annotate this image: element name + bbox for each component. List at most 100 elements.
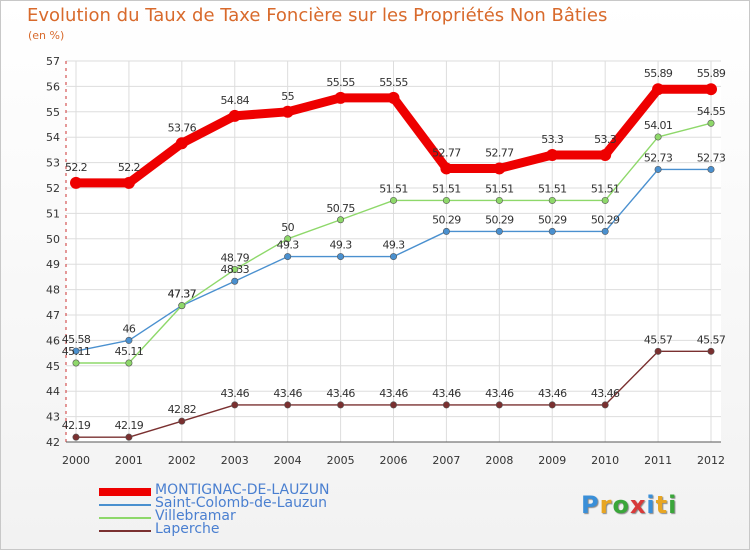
data-point: [654, 165, 662, 173]
x-tick-label: 2010: [591, 454, 619, 467]
data-point: [442, 227, 450, 235]
legend-label: Villebramar: [155, 508, 236, 524]
data-label: 47.37: [168, 288, 197, 301]
data-point: [389, 196, 397, 204]
data-label: 48.33: [221, 263, 250, 276]
data-point: [548, 196, 556, 204]
data-point: [231, 266, 239, 274]
data-point: [707, 165, 715, 173]
y-tick-label: 55: [46, 106, 60, 119]
y-tick-label: 43: [46, 411, 60, 424]
data-point: [654, 133, 662, 141]
data-label: 43.46: [273, 387, 302, 400]
y-tick-label: 46: [46, 334, 60, 347]
data-label: 43.46: [432, 387, 461, 400]
legend-item: Villebramar: [99, 508, 399, 524]
legend-label: MONTIGNAC-DE-LAUZUN: [155, 482, 330, 498]
data-label: 52.2: [118, 161, 140, 174]
data-label: 45.11: [115, 345, 144, 358]
data-label: 45.11: [62, 345, 91, 358]
y-tick-label: 47: [46, 309, 60, 322]
data-label: 49.3: [277, 239, 300, 252]
data-label: 54.01: [644, 119, 673, 132]
data-point: [442, 401, 450, 409]
data-label: 49.3: [330, 239, 353, 252]
data-label: 52.73: [644, 151, 673, 164]
data-label: 50.29: [432, 213, 461, 226]
data-point: [495, 227, 503, 235]
data-point: [495, 401, 503, 409]
legend-swatch: [99, 488, 151, 496]
data-label: 52.2: [65, 161, 87, 174]
x-tick-label: 2012: [697, 454, 725, 467]
y-tick-label: 44: [46, 385, 60, 398]
data-point: [228, 109, 241, 122]
data-label: 55.89: [644, 67, 673, 80]
x-tick-label: 2002: [168, 454, 196, 467]
data-label: 53.3: [541, 133, 564, 146]
data-point: [654, 347, 662, 355]
x-tick-label: 2006: [380, 454, 408, 467]
x-tick-label: 2000: [62, 454, 90, 467]
legend-item: MONTIGNAC-DE-LAUZUN: [99, 482, 399, 498]
data-point: [284, 253, 292, 261]
data-point: [125, 336, 133, 344]
legend-label: Laperche: [155, 521, 220, 537]
data-point: [337, 216, 345, 224]
y-tick-label: 52: [46, 182, 60, 195]
data-label: 43.46: [221, 387, 250, 400]
data-label: 42.19: [115, 419, 144, 432]
y-tick-label: 45: [46, 360, 60, 373]
data-label: 53.76: [168, 121, 197, 134]
x-tick-label: 2008: [485, 454, 513, 467]
data-point: [125, 433, 133, 441]
data-point: [337, 401, 345, 409]
data-point: [281, 105, 294, 118]
data-label: 47.37: [168, 288, 197, 301]
data-point: [284, 401, 292, 409]
data-point: [70, 176, 82, 189]
data-label: 52.77: [432, 146, 461, 159]
y-tick-label: 57: [46, 55, 60, 68]
data-label: 51.51: [538, 182, 567, 195]
data-point: [72, 359, 80, 367]
legend-label: Saint-Colomb-de-Lauzun: [155, 495, 328, 511]
data-point: [652, 83, 665, 96]
data-point: [599, 148, 612, 161]
data-point: [495, 196, 503, 204]
data-label: 55: [281, 90, 294, 103]
data-point: [705, 83, 717, 96]
x-tick-label: 2003: [221, 454, 249, 467]
data-label: 49.3: [382, 239, 405, 252]
data-point: [601, 227, 609, 235]
data-label: 52.73: [697, 151, 726, 164]
y-tick-label: 56: [46, 80, 60, 93]
data-point: [707, 119, 715, 127]
data-point: [389, 401, 397, 409]
data-point: [387, 91, 400, 104]
data-label: 43.46: [485, 387, 514, 400]
data-label: 45.57: [697, 333, 726, 346]
y-tick-label: 48: [46, 284, 60, 297]
data-label: 50.29: [538, 213, 567, 226]
data-label: 43.46: [379, 387, 408, 400]
data-label: 43.46: [538, 387, 567, 400]
data-point: [389, 253, 397, 261]
data-label: 54.84: [221, 94, 250, 107]
data-point: [178, 417, 186, 425]
data-point: [125, 359, 133, 367]
data-label: 42.82: [168, 403, 197, 416]
x-tick-label: 2001: [115, 454, 143, 467]
y-tick-label: 51: [46, 207, 60, 220]
data-point: [231, 401, 239, 409]
data-point: [231, 277, 239, 285]
legend-swatch: [99, 517, 151, 519]
data-label: 53.3: [594, 133, 617, 146]
data-label: 42.19: [62, 419, 91, 432]
data-label: 46: [123, 322, 136, 335]
data-label: 51.51: [432, 182, 461, 195]
y-tick-label: 50: [46, 233, 60, 246]
data-point: [122, 176, 135, 189]
